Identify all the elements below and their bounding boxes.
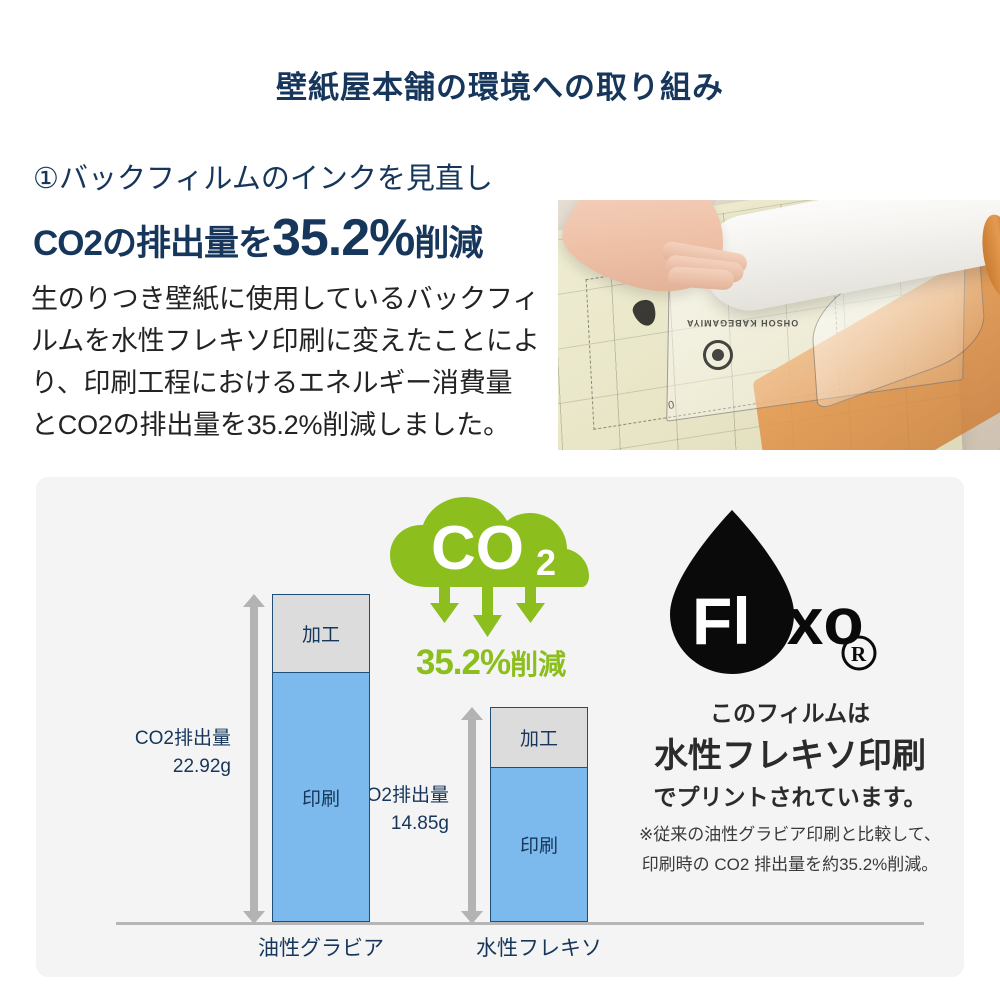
co2-reduction-text: 35.2%削減 xyxy=(376,643,606,683)
water-droplet-icon xyxy=(670,510,794,674)
registered-mark-letter: R xyxy=(851,642,867,666)
emission-label-title: CO2排出量 xyxy=(134,728,231,749)
flexo-wordmark-light: Fl xyxy=(692,584,751,658)
headline: CO2の排出量を35.2%削減 xyxy=(33,209,483,267)
emission-label-flexo: CO2排出量 14.85g xyxy=(329,782,449,838)
headline-prefix: CO2の排出量を xyxy=(33,224,273,263)
flexo-block: Fl exo R このフィルムは 水性フレキソ印刷 でプリントされています。 ※… xyxy=(616,502,964,952)
registered-mark-circle xyxy=(841,635,877,671)
page-title: 壁紙屋本舗の環境への取り組み xyxy=(276,70,724,105)
product-photo: OHSOH KABEGAMIYA 0 5 10 15 xyxy=(558,200,1000,450)
bar-segment-processing: 加工 xyxy=(273,595,369,673)
flexo-line-1: このフィルムは xyxy=(709,700,871,726)
photo-film-logo-text: OHSOH KABEGAMIYA xyxy=(686,318,799,328)
body-copy: 生のりつき壁紙に使用しているバックフィ ルムを水性フレキソ印刷に変えたことによ … xyxy=(31,278,541,446)
arrow-head-up-icon xyxy=(243,594,265,607)
flexo-line-3: でプリントされています。 xyxy=(653,784,927,810)
body-line: とCO2の排出量を35.2%削減しました。 xyxy=(31,410,510,440)
arrow-head-down-icon xyxy=(461,911,483,924)
cloud-shape xyxy=(390,497,589,587)
flexo-note: ※従来の油性グラビア印刷と比較して、 印刷時の CO2 排出量を約35.2%削減… xyxy=(616,820,964,880)
comparison-panel: CO2排出量 22.92g CO2排出量 14.85g 加工 印刷 加工 印刷 … xyxy=(36,477,964,977)
bar-segment-processing: 加工 xyxy=(491,708,587,768)
headline-suffix: 削減 xyxy=(414,224,483,263)
emission-label-title: CO2排出量 xyxy=(352,785,449,806)
co2-cloud-icon: CO 2 xyxy=(390,497,589,637)
flexo-logo: Fl exo R xyxy=(670,510,877,674)
bar-segment-printing: 印刷 xyxy=(273,673,369,921)
arrow-head-down-icon xyxy=(243,911,265,924)
emission-label-gravure: CO2排出量 22.92g xyxy=(111,725,231,781)
arrow-shaft xyxy=(250,604,258,914)
body-line: 生のりつき壁紙に使用しているバックフィ xyxy=(31,284,540,314)
flexo-wordmark-dark: exo xyxy=(750,584,864,658)
cloud-co2-subscript: 2 xyxy=(536,542,556,583)
cloud-co2-text: CO xyxy=(431,514,524,583)
arrow-shaft xyxy=(468,717,476,914)
category-label-flexo: 水性フレキソ xyxy=(476,937,602,960)
downward-arrows-icon xyxy=(430,587,545,637)
emission-label-value: 14.85g xyxy=(390,813,449,834)
emission-label-value: 22.92g xyxy=(172,756,231,777)
co2-reduction-badge: CO 2 35.2%削減 xyxy=(376,495,606,695)
co2-bar-chart: CO2排出量 22.92g CO2排出量 14.85g 加工 印刷 加工 印刷 … xyxy=(36,477,924,977)
body-line: ルムを水性フレキソ印刷に変えたことによ xyxy=(31,326,540,356)
measure-arrow-flexo xyxy=(461,707,483,924)
category-label-gravure: 油性グラビア xyxy=(258,937,384,960)
flexo-note-line: ※従来の油性グラビア印刷と比較して、 xyxy=(639,825,941,844)
co2-reduction-word: 削減 xyxy=(510,649,567,680)
arrow-head-up-icon xyxy=(461,707,483,720)
measure-arrow-gravure xyxy=(243,594,265,924)
section-lead: ①バックフィルムのインクを見直し xyxy=(33,163,493,195)
chart-baseline xyxy=(116,922,924,925)
co2-reduction-number: 35.2% xyxy=(415,643,511,682)
bar-flexo: 加工 印刷 xyxy=(490,707,588,922)
flexo-note-line: 印刷時の CO2 排出量を約35.2%削減。 xyxy=(641,855,939,874)
headline-value: 35.2% xyxy=(271,209,415,267)
bar-gravure: 加工 印刷 xyxy=(272,594,370,922)
bar-segment-printing: 印刷 xyxy=(491,768,587,921)
flexo-line-2: 水性フレキソ印刷 xyxy=(654,737,926,775)
body-line: り、印刷工程におけるエネルギー消費量 xyxy=(31,368,513,398)
